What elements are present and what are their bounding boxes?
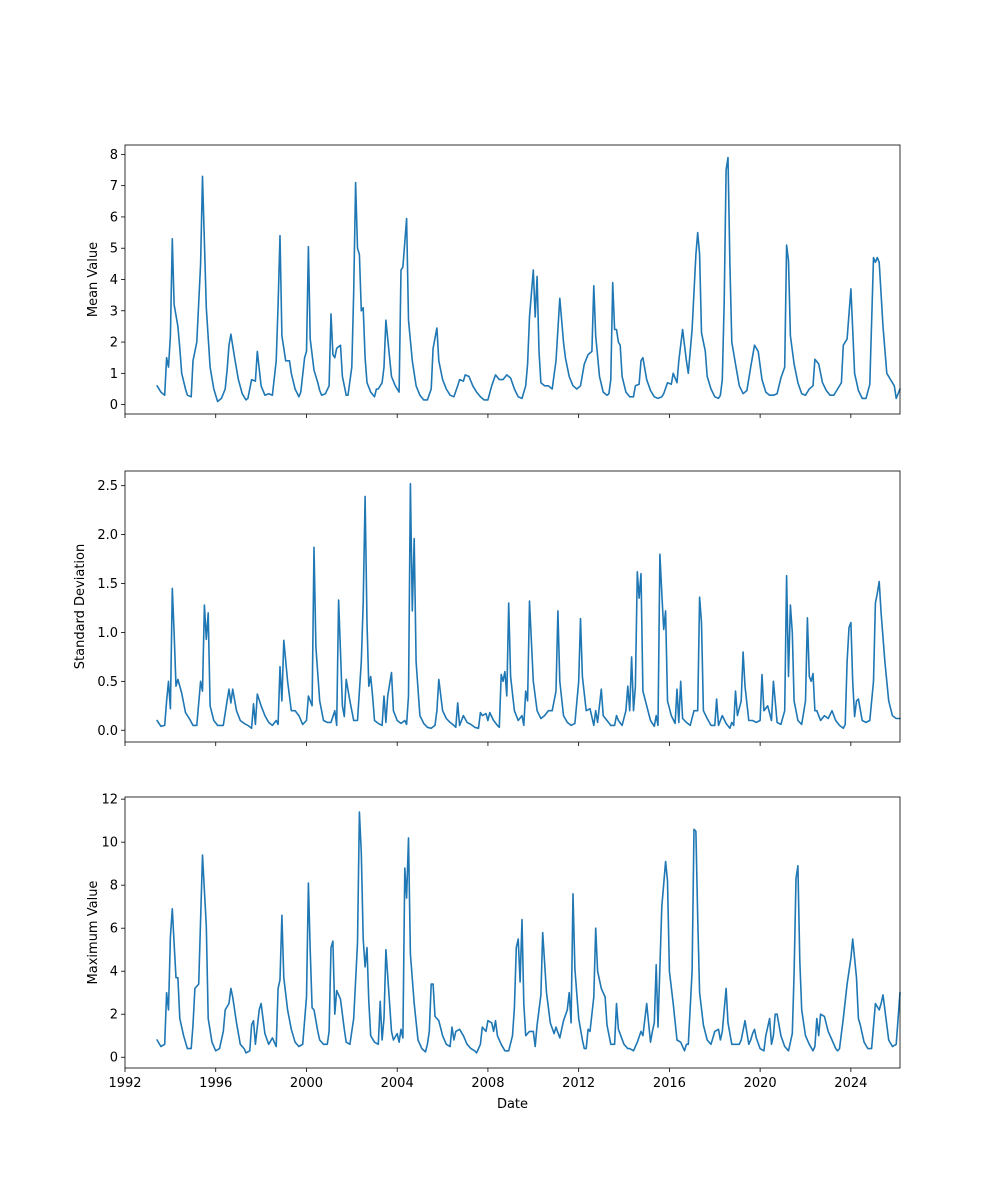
maximum-value-x-tick-label: 1996 bbox=[199, 1076, 232, 1091]
maximum-value-y-tick-label: 10 bbox=[101, 836, 118, 851]
maximum-value-y-tick-label: 12 bbox=[101, 793, 118, 808]
mean-value-series-line bbox=[156, 156, 901, 403]
maximum-value-y-tick-label: 0 bbox=[110, 1051, 118, 1066]
maximum-value-series-line bbox=[156, 811, 901, 1054]
maximum-value-y-tick-label: 6 bbox=[110, 922, 118, 937]
standard-deviation-ticks: 0.0 0.5 1.0 1.5 2.0 2.5 bbox=[97, 479, 852, 746]
maximum-value-y-axis-label: Maximum Value bbox=[86, 881, 101, 985]
maximum-value-x-tick-label: 2024 bbox=[834, 1076, 867, 1091]
mean-value-y-axis-label: Mean Value bbox=[86, 242, 101, 317]
standard-deviation-y-axis-label: Standard Deviation bbox=[73, 544, 88, 669]
maximum-value-axes-frame bbox=[124, 796, 901, 1069]
maximum-value-x-tick-label: 2020 bbox=[744, 1076, 777, 1091]
mean-value-panel: 0 1 2 3 4 5 6 7 8 Mean Value bbox=[86, 144, 901, 418]
standard-deviation-panel: 0.0 0.5 1.0 1.5 2.0 2.5 Standard Deviation bbox=[73, 470, 901, 746]
maximum-value-x-tick-label: 2004 bbox=[381, 1076, 414, 1091]
standard-deviation-y-tick-label: 1.0 bbox=[97, 626, 118, 641]
maximum-value-x-tick-label: 2008 bbox=[471, 1076, 504, 1091]
maximum-value-x-tick-label: 2000 bbox=[290, 1076, 323, 1091]
mean-value-ticks: 0 1 2 3 4 5 6 7 8 bbox=[110, 148, 852, 418]
maximum-value-y-tick-label: 8 bbox=[110, 879, 118, 894]
maximum-value-ticks: 0 2 4 6 8 10 12 1992 1996 2000 2004 2008 2012 2016 202… bbox=[101, 793, 867, 1091]
mean-value-axes-frame bbox=[124, 144, 901, 415]
mean-value-y-tick-label: 4 bbox=[110, 273, 118, 288]
maximum-value-panel: 0 2 4 6 8 10 12 1992 1996 2000 2004 2008 2012 2016 202… bbox=[86, 793, 901, 1112]
standard-deviation-axes-frame bbox=[124, 470, 901, 743]
mean-value-y-tick-label: 2 bbox=[110, 336, 118, 351]
mean-value-y-tick-label: 7 bbox=[110, 179, 118, 194]
maximum-value-x-tick-label: 2016 bbox=[653, 1076, 686, 1091]
mean-value-y-tick-label: 1 bbox=[110, 367, 118, 382]
mean-value-y-tick-label: 6 bbox=[110, 210, 118, 225]
mean-value-y-tick-label: 3 bbox=[110, 304, 118, 319]
standard-deviation-y-tick-label: 1.5 bbox=[97, 577, 118, 592]
mean-value-y-tick-label: 0 bbox=[110, 398, 118, 413]
maximum-value-y-tick-label: 2 bbox=[110, 1008, 118, 1023]
standard-deviation-y-tick-label: 0.0 bbox=[97, 724, 118, 739]
maximum-value-y-tick-label: 4 bbox=[110, 965, 118, 980]
standard-deviation-series-line bbox=[156, 482, 901, 730]
maximum-value-x-tick-label: 2012 bbox=[562, 1076, 595, 1091]
maximum-value-x-axis-label: Date bbox=[497, 1097, 528, 1112]
standard-deviation-y-tick-label: 0.5 bbox=[97, 675, 118, 690]
mean-value-y-tick-label: 8 bbox=[110, 148, 118, 163]
maximum-value-x-tick-label: 1992 bbox=[108, 1076, 141, 1091]
mean-value-y-tick-label: 5 bbox=[110, 242, 118, 257]
standard-deviation-y-tick-label: 2.5 bbox=[97, 479, 118, 494]
standard-deviation-y-tick-label: 2.0 bbox=[97, 528, 118, 543]
